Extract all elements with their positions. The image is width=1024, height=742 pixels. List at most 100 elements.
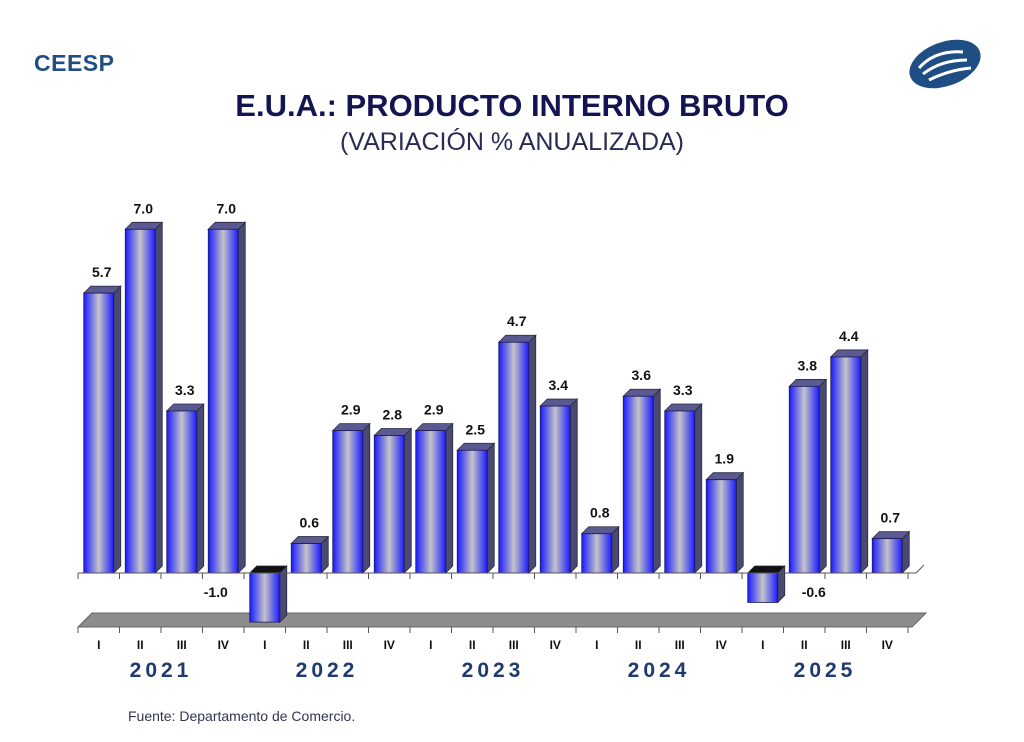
bar [248,565,288,624]
bar-side [486,442,495,574]
quarter-label: IV [550,638,561,652]
bar-front [415,430,447,574]
ceesp-logo-icon [909,39,981,89]
bar-top [746,565,786,574]
bar-front [249,572,281,623]
bar-front [747,572,779,603]
bar-front [581,533,613,574]
year-label: 2021 [130,659,193,682]
data-label: 2.9 [341,402,361,418]
bar-front [373,435,405,574]
bar-side [528,334,537,574]
quarter-label: II [469,638,476,652]
bar-side [113,285,122,574]
quarter-label: IV [384,638,395,652]
bar-top [373,428,413,436]
data-label: 2.9 [424,402,444,418]
bar-front [207,228,239,574]
data-label: 7.0 [217,200,237,216]
bar [331,422,371,574]
bar-front [622,395,654,574]
bar-front [664,410,696,574]
data-label: 1.9 [715,451,735,467]
bar-front [871,538,903,574]
bar-side [611,525,620,574]
bar-side [860,348,869,574]
bar-side [694,403,703,574]
bar-front [830,356,862,574]
bar-top [497,334,537,343]
bar-top [331,423,371,432]
quarter-label: II [635,638,642,652]
bar-top [871,531,911,540]
data-label: 4.4 [839,328,859,344]
bar-front [539,405,571,574]
bar-top [82,285,122,294]
quarter-label: I [429,638,432,652]
bar-side [154,221,163,574]
bar-top [414,423,454,432]
bar [497,334,537,574]
bar [871,530,911,574]
bar-top [829,349,869,358]
bar-front [788,386,820,574]
year-label: 2024 [628,659,691,682]
bar-top [248,565,288,574]
bar-front [705,479,737,574]
data-label: 7.0 [134,200,154,216]
bar [746,565,786,604]
bar-front [332,430,364,574]
quarter-label: III [343,638,353,652]
bar-top [207,221,247,230]
bar-front [456,449,488,574]
bar [373,427,413,574]
bar [207,221,247,574]
bar-top [663,403,703,412]
data-label: 3.8 [798,357,818,373]
bar [165,403,205,574]
data-label: 3.6 [632,367,652,383]
bar-top [290,536,330,544]
year-label: 2022 [296,659,359,682]
quarter-label: I [263,638,266,652]
quarter-label: I [595,638,598,652]
bar-top [124,221,164,230]
data-label: 3.3 [673,382,693,398]
quarter-label: III [509,638,519,652]
bar-side [403,427,412,574]
bar-front [83,292,115,574]
bar [705,471,745,574]
quarter-label: II [801,638,808,652]
data-label: 3.4 [549,377,569,393]
bar-top [165,403,205,412]
bar [82,285,122,574]
data-label: 3.3 [175,382,195,398]
bar-top [622,388,662,397]
chart-title: E.U.A.: PRODUCTO INTERNO BRUTO [235,88,789,123]
quarter-label: II [303,638,310,652]
quarter-label: IV [218,638,229,652]
bar-top [456,442,496,451]
quarter-label: IV [882,638,893,652]
bar-side [237,221,246,574]
quarter-label: III [841,638,851,652]
data-label: 5.7 [92,264,112,280]
year-label: 2023 [462,659,525,682]
bar-side [818,378,827,574]
quarter-label: II [137,638,144,652]
bar [456,442,496,574]
bar-front [166,410,198,574]
bar-side [569,398,578,574]
data-label: 2.5 [466,421,486,437]
bar-side [652,388,661,574]
bar [788,378,828,574]
quarter-label: III [675,638,685,652]
bar [124,221,164,574]
data-label: -1.0 [204,584,228,600]
bar-front [498,341,530,574]
bar [663,403,703,574]
quarter-label: IV [716,638,727,652]
bar [539,398,579,574]
bar-side [362,422,371,574]
